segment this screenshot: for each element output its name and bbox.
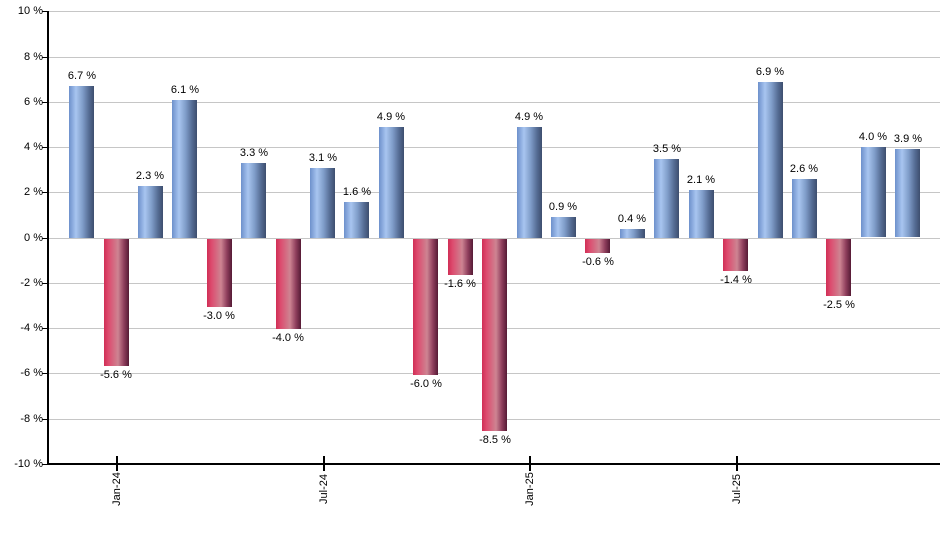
bar-value-label: 3.9 %	[893, 133, 923, 145]
x-tick-label: Jan-25	[524, 472, 536, 506]
bar-value-label: -3.0 %	[203, 310, 235, 322]
bar-value-label: 3.5 %	[652, 143, 682, 155]
bar-value-label: -1.4 %	[720, 274, 752, 286]
bar-positive	[620, 229, 645, 238]
bar-value-label: -8.5 %	[479, 434, 511, 446]
bar-value-label: -5.6 %	[100, 369, 132, 381]
bar-value-label: -4.0 %	[272, 332, 304, 344]
y-axis-tick	[42, 238, 47, 239]
bar-negative	[826, 239, 851, 296]
bar-value-label: -2.5 %	[823, 299, 855, 311]
x-axis-line	[47, 463, 940, 465]
bar-value-label: -0.6 %	[582, 256, 614, 268]
y-tick-label: -8 %	[20, 413, 43, 425]
gridline	[49, 57, 940, 58]
x-axis-tick	[529, 456, 531, 471]
bar-value-label: -6.0 %	[410, 378, 442, 390]
x-axis-tick	[323, 456, 325, 471]
bar-value-label: 2.3 %	[135, 170, 165, 182]
x-tick-label: Jan-24	[111, 472, 123, 506]
bar-negative	[413, 239, 438, 375]
bar-negative	[723, 239, 748, 271]
bar-positive	[551, 217, 576, 237]
bar-positive	[517, 127, 542, 238]
y-tick-label: 8 %	[24, 51, 43, 63]
bar-value-label: 4.9 %	[514, 111, 544, 123]
bar-value-label: 4.9 %	[376, 111, 406, 123]
bar-positive	[138, 186, 163, 238]
bar-positive	[172, 100, 197, 238]
y-tick-label: 2 %	[24, 186, 43, 198]
y-tick-label: -2 %	[20, 277, 43, 289]
y-axis-tick	[42, 147, 47, 148]
bar-value-label: 4.0 %	[858, 131, 888, 143]
y-axis-tick	[42, 464, 47, 465]
bar-negative	[448, 239, 473, 275]
bar-negative	[104, 239, 129, 366]
bar-positive	[758, 82, 783, 238]
bar-positive	[379, 127, 404, 238]
x-tick-label: Jul-25	[731, 474, 743, 504]
y-tick-label: -4 %	[20, 322, 43, 334]
gridline	[49, 11, 940, 12]
y-axis-tick	[42, 419, 47, 420]
bar-positive	[310, 168, 335, 238]
bar-value-label: 6.9 %	[755, 66, 785, 78]
bar-value-label: 2.1 %	[686, 174, 716, 186]
y-axis-tick	[42, 57, 47, 58]
y-axis-tick	[42, 192, 47, 193]
y-axis-tick	[42, 328, 47, 329]
bar-positive	[861, 147, 886, 237]
bar-negative	[207, 239, 232, 307]
gridline	[49, 238, 940, 239]
bar-value-label: 2.6 %	[789, 163, 819, 175]
bar-value-label: 0.4 %	[617, 213, 647, 225]
y-tick-label: 0 %	[24, 232, 43, 244]
bar-negative	[276, 239, 301, 329]
gridline	[49, 147, 940, 148]
bar-positive	[654, 159, 679, 238]
bar-positive	[895, 149, 920, 237]
bar-value-label: 6.7 %	[67, 70, 97, 82]
bar-value-label: 3.3 %	[239, 147, 269, 159]
x-axis-tick	[736, 456, 738, 471]
x-tick-label: Jul-24	[318, 474, 330, 504]
bar-positive	[241, 163, 266, 238]
gridline	[49, 192, 940, 193]
y-tick-label: -6 %	[20, 367, 43, 379]
y-tick-label: 10 %	[17, 5, 43, 17]
y-axis-tick	[42, 283, 47, 284]
gridline	[49, 102, 940, 103]
bar-positive	[689, 190, 714, 238]
bar-positive	[69, 86, 94, 238]
bar-positive	[344, 202, 369, 238]
bar-value-label: 3.1 %	[308, 152, 338, 164]
y-axis-tick	[42, 102, 47, 103]
y-axis-line	[47, 11, 49, 465]
bar-positive	[792, 179, 817, 238]
y-tick-label: -10 %	[14, 458, 43, 470]
bar-value-label: 6.1 %	[170, 84, 200, 96]
bar-negative	[585, 239, 610, 253]
bar-negative	[482, 239, 507, 431]
bar-value-label: 1.6 %	[342, 186, 372, 198]
x-axis-tick	[116, 456, 118, 471]
y-tick-label: 6 %	[24, 96, 43, 108]
y-tick-label: 4 %	[24, 141, 43, 153]
bar-value-label: 0.9 %	[548, 201, 578, 213]
y-axis-tick	[42, 373, 47, 374]
bar-value-label: -1.6 %	[444, 278, 476, 290]
y-axis-tick	[42, 11, 47, 12]
